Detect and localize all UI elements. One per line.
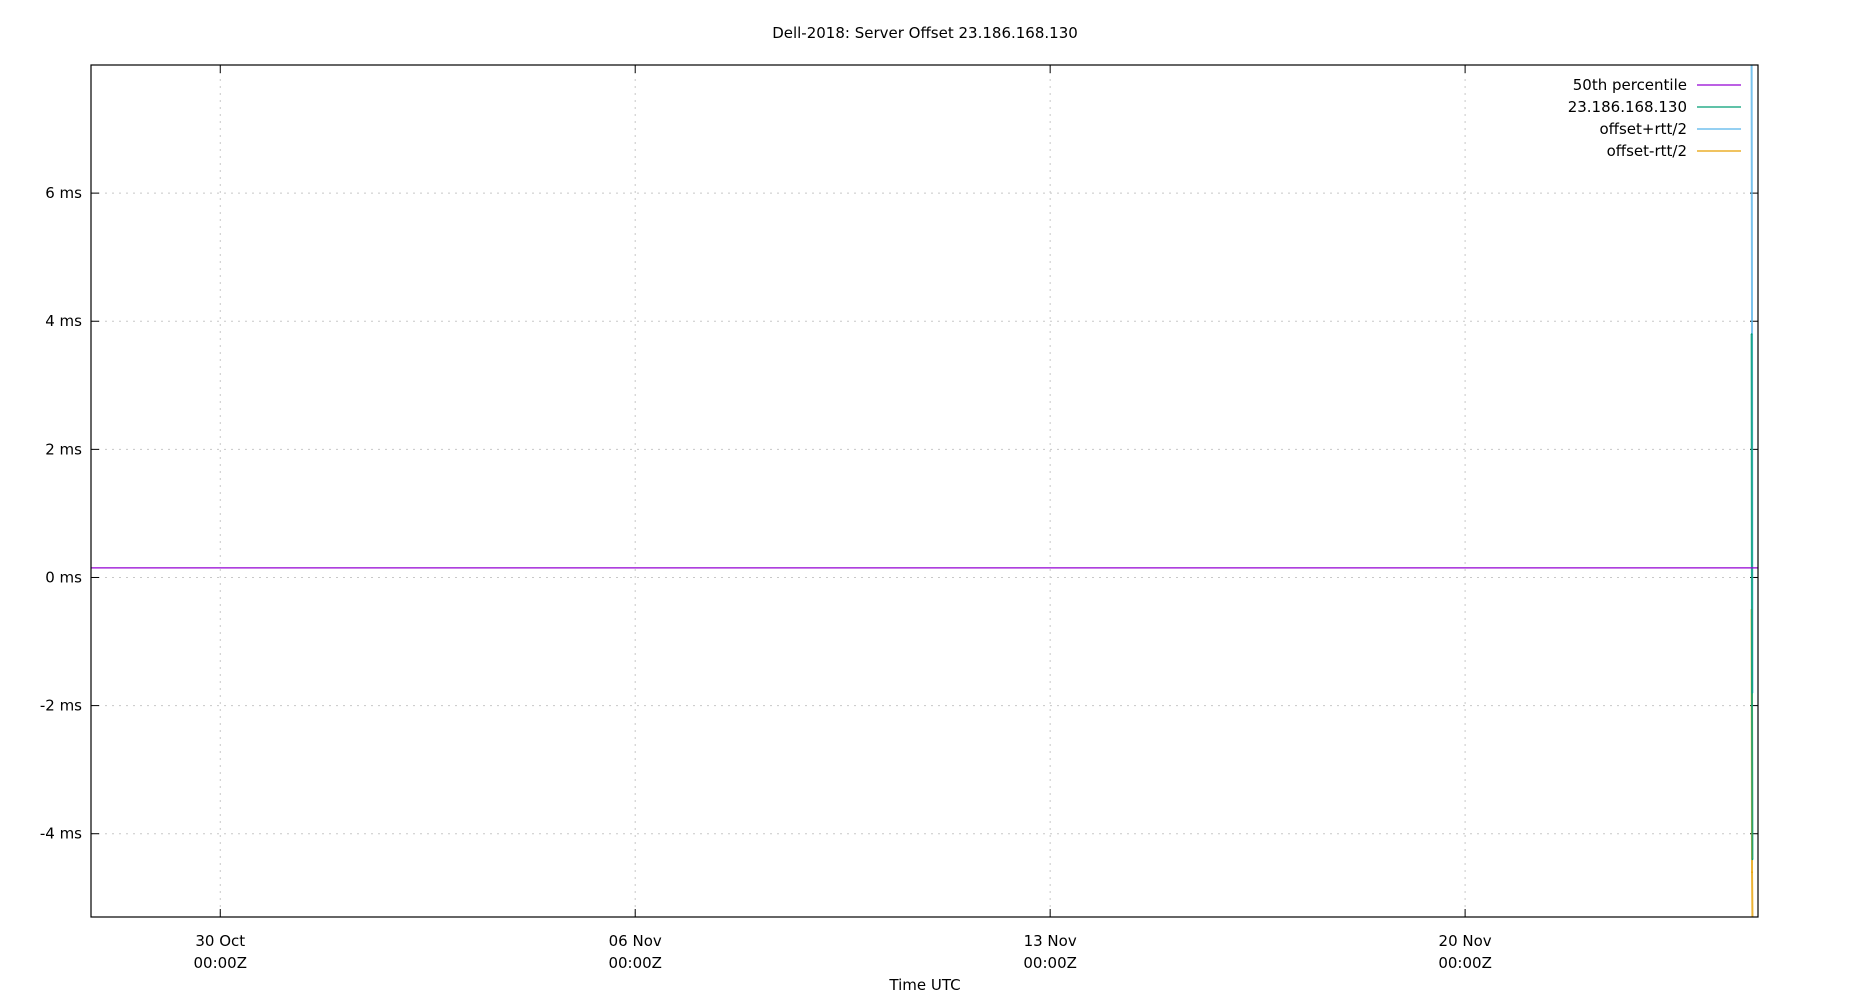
legend: 50th percentile 23.186.168.130 offset+rtt/… (1568, 76, 1741, 160)
y-tick-label: 2 ms (45, 440, 82, 458)
legend-label: offset-rtt/2 (1607, 142, 1687, 160)
data-point (1751, 858, 1754, 861)
legend-label: 23.186.168.130 (1568, 98, 1687, 116)
data-point (1750, 333, 1753, 335)
x-tick-label: 30 Oct (195, 932, 245, 950)
y-tick-label: 6 ms (45, 184, 82, 202)
legend-label: 50th percentile (1573, 76, 1687, 94)
y-tick-label: -2 ms (40, 697, 82, 715)
x-tick-label-time: 00:00Z (194, 954, 248, 972)
x-tick-label: 06 Nov (609, 932, 662, 950)
legend-label: offset+rtt/2 (1599, 120, 1687, 138)
data-point (1751, 871, 1753, 873)
x-tick-label: 13 Nov (1024, 932, 1077, 950)
y-tick-label: 0 ms (45, 568, 82, 586)
x-tick-label: 20 Nov (1439, 932, 1492, 950)
grid (91, 65, 1758, 917)
y-tick-label: -4 ms (40, 825, 82, 843)
y-tick-label: 4 ms (45, 312, 82, 330)
plot-frame (90, 64, 1759, 918)
x-axis-label: Time UTC (888, 976, 960, 994)
x-tick-label-time: 00:00Z (1438, 954, 1492, 972)
data-point (1751, 704, 1753, 707)
series-line-1 (1750, 334, 1754, 860)
x-tick-label-time: 00:00Z (608, 954, 662, 972)
plot-series (91, 65, 1758, 917)
x-tick-label-time: 00:00Z (1023, 954, 1077, 972)
axis-ticks: 6 ms 4 ms 2 ms 0 ms -2 ms -4 ms 30 Oct 00:00Z 06… (40, 65, 1758, 972)
chart-title: Dell-2018: Server Offset 23.186.168.130 (772, 24, 1078, 42)
